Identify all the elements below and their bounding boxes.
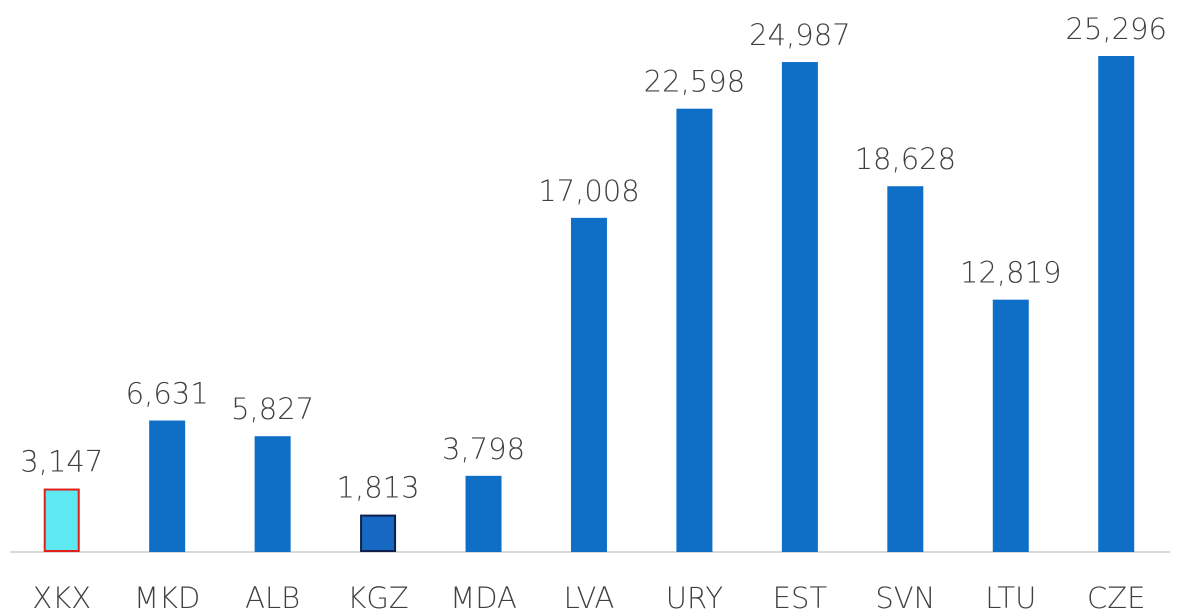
x-tick-label: KGZ <box>347 581 408 615</box>
x-tick-label: MKD <box>134 581 200 615</box>
value-label: 6,631 <box>126 377 209 411</box>
x-tick-label: SVN <box>875 581 935 615</box>
x-tick-label: MDA <box>450 581 517 615</box>
x-tick-label: ALB <box>245 581 300 615</box>
bar <box>781 62 818 552</box>
bar <box>360 514 397 552</box>
value-label: 5,827 <box>231 392 314 426</box>
value-label: 12,819 <box>960 256 1061 290</box>
x-tick-label: CZE <box>1087 581 1145 615</box>
value-label: 24,987 <box>749 18 850 52</box>
value-label: 3,147 <box>20 445 103 479</box>
bar <box>149 420 186 552</box>
bar <box>570 217 607 552</box>
bar <box>676 108 713 552</box>
value-label: 22,598 <box>644 65 745 99</box>
bar <box>465 475 502 552</box>
value-label: 17,008 <box>538 174 639 208</box>
x-tick-label: EST <box>773 581 828 615</box>
x-tick-label: LVA <box>564 581 615 615</box>
bar <box>43 488 80 553</box>
value-label: 18,628 <box>855 142 956 176</box>
x-tick-label: URY <box>666 581 724 615</box>
value-label: 3,798 <box>442 432 525 466</box>
bar <box>1098 56 1135 552</box>
value-label: 25,296 <box>1065 12 1166 46</box>
bar <box>887 186 924 552</box>
x-tick-label: XKX <box>32 581 91 615</box>
x-tick-label: LTU <box>985 581 1036 615</box>
bar <box>992 299 1029 552</box>
bar <box>254 436 291 553</box>
value-label: 1,813 <box>337 471 420 505</box>
